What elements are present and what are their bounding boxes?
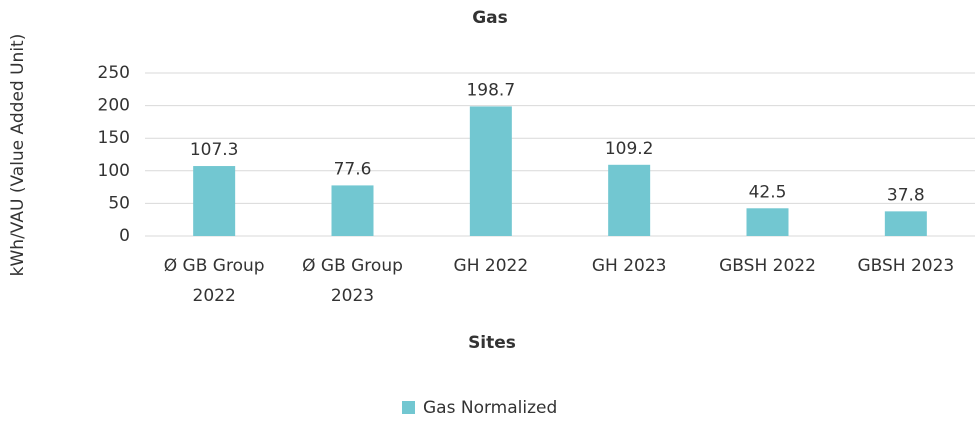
data-label: 42.5 xyxy=(749,182,787,202)
x-tick-label: Ø GB Group 2023 xyxy=(302,256,403,306)
y-tick-label: 0 xyxy=(119,226,130,246)
chart-title: Gas xyxy=(472,8,508,28)
y-axis-title: kWh/VAU (Value Added Unit) xyxy=(8,34,28,277)
legend-swatch xyxy=(402,401,415,414)
x-axis-title: Sites xyxy=(468,333,516,353)
data-label: 109.2 xyxy=(605,139,654,159)
data-label: 77.6 xyxy=(334,159,372,179)
y-tick-label: 50 xyxy=(108,193,130,213)
y-tick-label: 200 xyxy=(98,96,130,116)
bar xyxy=(746,208,789,236)
bar xyxy=(608,164,651,236)
x-tick-label: GBSH 2023 xyxy=(857,256,954,276)
bar xyxy=(884,211,927,236)
legend-label: Gas Normalized xyxy=(423,398,557,418)
x-tick-label: Ø GB Group 2022 xyxy=(164,256,265,306)
y-tick-label: 100 xyxy=(98,161,130,181)
y-tick-label: 250 xyxy=(98,63,130,83)
data-label: 107.3 xyxy=(190,140,239,160)
x-tick-label: GBSH 2022 xyxy=(719,256,816,276)
bar xyxy=(193,166,236,236)
x-tick-label: GH 2022 xyxy=(454,256,529,276)
bar xyxy=(469,106,512,236)
data-label: 198.7 xyxy=(466,80,515,100)
x-tick-label: GH 2023 xyxy=(592,256,667,276)
data-label: 37.8 xyxy=(887,185,925,205)
bar xyxy=(331,185,374,236)
y-tick-label: 150 xyxy=(98,128,130,148)
